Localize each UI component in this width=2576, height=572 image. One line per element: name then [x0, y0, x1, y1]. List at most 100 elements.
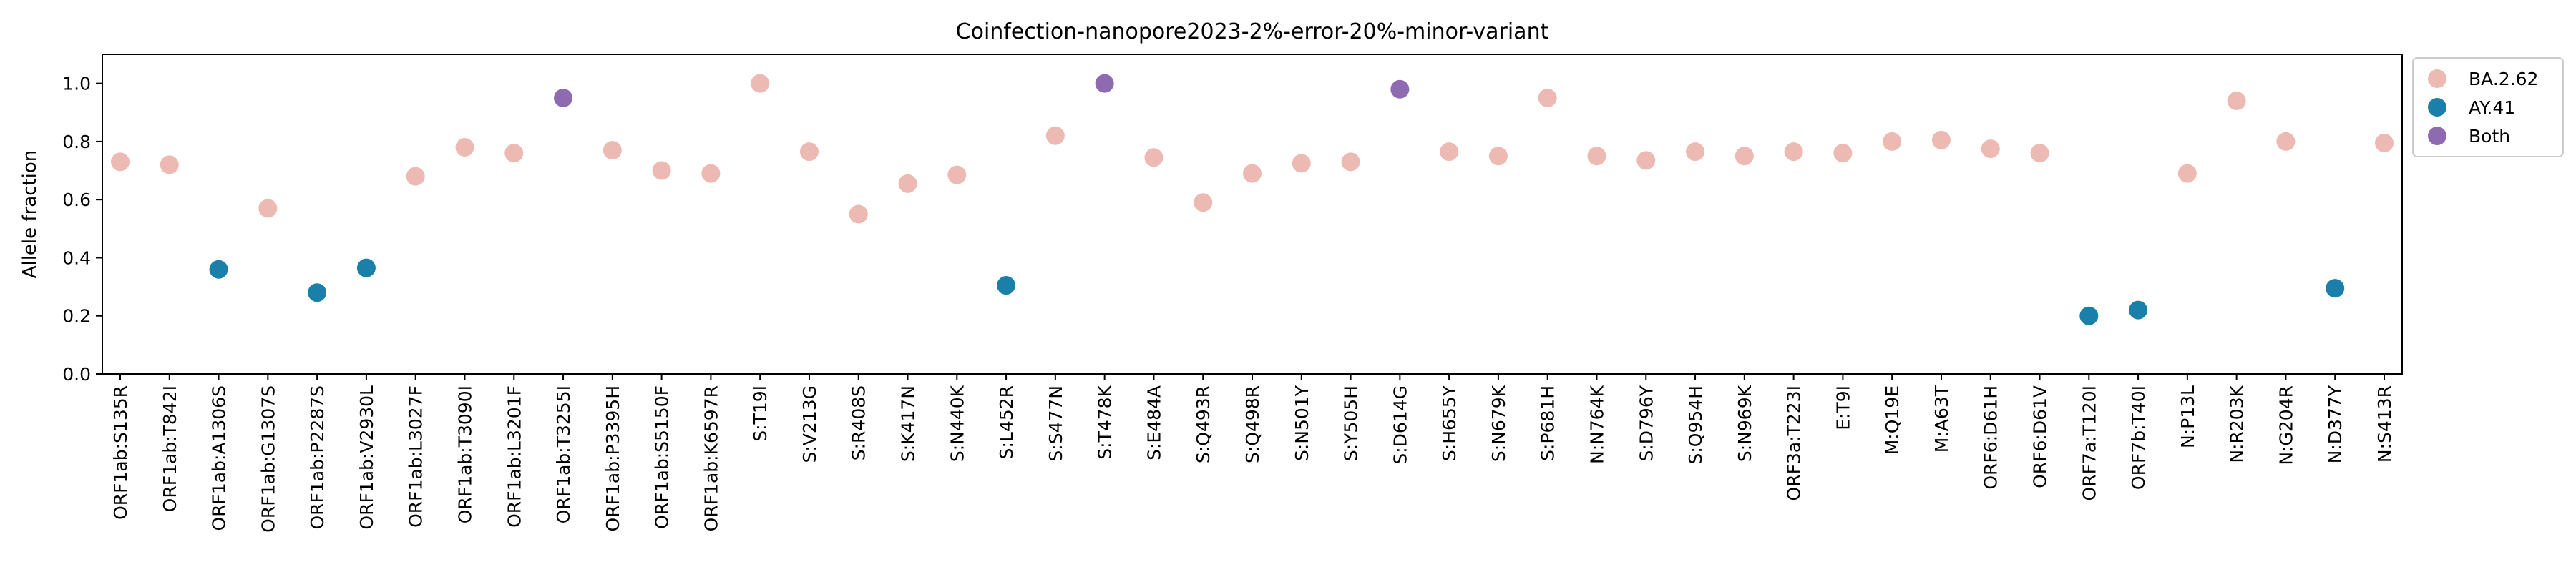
x-tick-label: ORF1ab:K6597R: [701, 385, 721, 531]
data-point-ba-2-62: [2276, 132, 2296, 151]
x-tick-label: E:T9I: [1833, 385, 1853, 430]
data-point-ba-2-62: [1735, 147, 1754, 166]
y-tick-label: 0.0: [62, 364, 91, 385]
data-point-both: [1390, 79, 1410, 99]
data-point-ay-41: [997, 276, 1016, 295]
data-point-ba-2-62: [849, 204, 868, 224]
x-tick-label: S:K417N: [898, 385, 919, 462]
x-tick-label: S:P681H: [1538, 385, 1558, 461]
data-point-ba-2-62: [1440, 142, 1459, 162]
x-tick-label: S:Q954H: [1685, 385, 1706, 465]
x-tick-label: ORF1ab:A1306S: [209, 385, 230, 531]
data-point-ay-41: [2129, 300, 2148, 320]
x-tick-label: ORF1ab:L3201F: [504, 385, 525, 528]
data-point-ba-2-62: [898, 174, 917, 193]
data-point-ba-2-62: [2375, 133, 2394, 152]
y-tick-label: 0.6: [62, 189, 91, 210]
data-point-ba-2-62: [1341, 152, 1360, 172]
x-tick-label: ORF3a:T223I: [1784, 385, 1805, 500]
y-tick-label: 0.4: [62, 247, 91, 268]
y-tick-label: 0.8: [62, 132, 91, 152]
x-tick-label: S:N679K: [1488, 385, 1509, 462]
x-tick-label: M:A63T: [1931, 385, 1952, 453]
x-tick-label: S:D614G: [1390, 385, 1410, 465]
data-point-ba-2-62: [1488, 147, 1508, 166]
x-tick-label: M:Q19E: [1882, 385, 1903, 455]
data-point-ba-2-62: [701, 164, 721, 183]
x-tick-label: N:G204R: [2275, 385, 2296, 465]
data-point-ba-2-62: [160, 155, 179, 174]
legend: BA.2.62 AY.41 Both: [2412, 57, 2564, 157]
data-point-ay-41: [356, 258, 376, 277]
data-point-ba-2-62: [455, 138, 474, 157]
data-point-ba-2-62: [1883, 132, 1902, 151]
data-point-ba-2-62: [947, 165, 967, 184]
x-tick-label: S:S477N: [1045, 385, 1066, 462]
x-tick-label: S:N969K: [1735, 385, 1755, 462]
x-tick-label: S:E484A: [1143, 385, 1164, 460]
data-points: [111, 74, 2394, 325]
x-tick-label: N:R203K: [2227, 385, 2248, 463]
data-point-ba-2-62: [2177, 164, 2197, 183]
data-point-ba-2-62: [1292, 154, 1311, 173]
x-tick-label: ORF1ab:P3395H: [602, 385, 623, 531]
data-point-both: [554, 88, 573, 107]
x-tick-label: ORF1ab:V2930L: [356, 385, 377, 530]
x-tick-label: S:Q498R: [1242, 385, 1263, 463]
x-tick-label: S:T19I: [750, 385, 771, 442]
data-point-ay-41: [308, 283, 327, 302]
legend-label: Both: [2469, 126, 2510, 147]
data-point-ba-2-62: [504, 144, 524, 163]
data-point-ba-2-62: [258, 199, 278, 218]
data-point-ay-41: [209, 260, 228, 279]
y-axis-title: Allele fraction: [19, 150, 41, 279]
x-axis: ORF1ab:S135R ORF1ab:T842I ORF1ab:A1306S ORF…: [110, 374, 2395, 533]
data-point-ba-2-62: [1538, 88, 1557, 107]
x-tick-label: ORF1ab:L3027F: [406, 385, 426, 528]
legend-box: [2412, 57, 2564, 157]
plot-frame: [102, 54, 2403, 375]
y-tick-label: 1.0: [62, 74, 91, 94]
x-tick-label: ORF1ab:T3255I: [553, 385, 574, 523]
x-tick-label: S:D796Y: [1636, 385, 1657, 461]
x-tick-label: N:S413R: [2374, 385, 2395, 463]
x-tick-label: S:N501Y: [1292, 385, 1312, 461]
x-tick-label: S:T478K: [1095, 385, 1116, 459]
legend-marker: [2428, 69, 2446, 88]
x-tick-label: ORF1ab:S135R: [110, 385, 131, 520]
data-point-ba-2-62: [111, 152, 130, 172]
legend-marker: [2428, 127, 2446, 145]
x-tick-label: ORF1ab:P2287S: [307, 385, 328, 530]
chart-title: Coinfection-nanopore2023-2%-error-20%-mi…: [956, 19, 1549, 44]
legend-marker: [2428, 98, 2446, 117]
data-point-ba-2-62: [2227, 92, 2246, 111]
legend-label: AY.41: [2469, 97, 2515, 118]
x-tick-label: S:R408S: [849, 385, 869, 460]
x-tick-label: ORF1ab:S5150F: [652, 385, 673, 529]
data-point-ay-41: [2326, 279, 2345, 298]
x-tick-label: S:L452R: [996, 385, 1017, 459]
data-point-ba-2-62: [2030, 144, 2049, 163]
data-point-ba-2-62: [751, 74, 770, 93]
x-tick-label: ORF6:D61V: [2030, 385, 2051, 488]
data-point-ba-2-62: [1931, 130, 1951, 149]
data-point-ba-2-62: [652, 161, 671, 180]
data-point-both: [1095, 74, 1114, 93]
data-point-ba-2-62: [1144, 148, 1163, 167]
x-tick-label: S:Q493R: [1193, 385, 1214, 463]
y-tick-label: 0.2: [62, 306, 91, 327]
data-point-ay-41: [2079, 306, 2099, 325]
x-tick-label: N:D377Y: [2325, 385, 2346, 463]
x-tick-label: ORF7a:T120I: [2079, 385, 2099, 500]
x-tick-label: N:N764K: [1586, 385, 1607, 464]
legend-label: BA.2.62: [2469, 69, 2538, 89]
x-tick-label: ORF1ab:G1307S: [258, 385, 278, 533]
data-point-ba-2-62: [1243, 164, 1262, 183]
data-point-ba-2-62: [1194, 193, 1213, 212]
data-point-ba-2-62: [602, 141, 622, 160]
x-tick-label: ORF7b:T40I: [2128, 385, 2149, 490]
data-point-ba-2-62: [1045, 126, 1065, 145]
x-tick-label: N:P13L: [2177, 385, 2198, 448]
data-point-ba-2-62: [799, 142, 819, 162]
